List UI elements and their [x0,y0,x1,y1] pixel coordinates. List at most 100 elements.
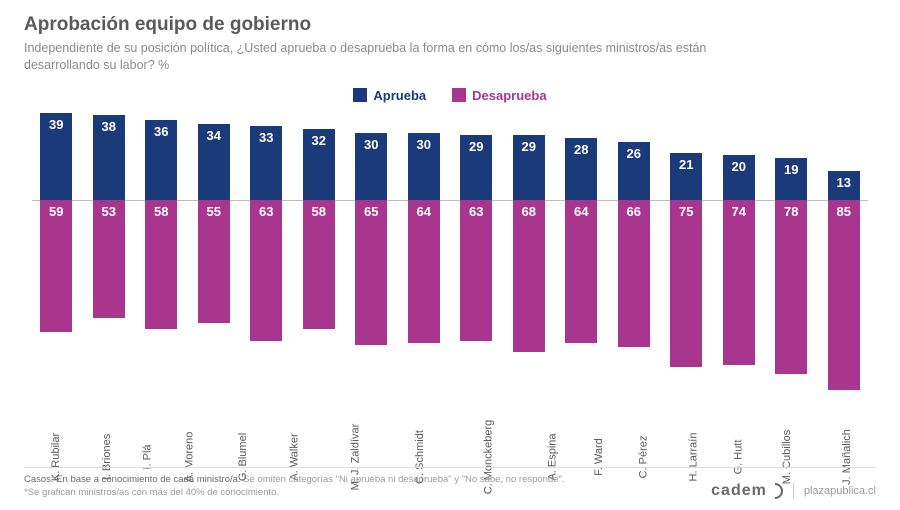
approve-bar: 26 [618,142,650,200]
approve-value: 36 [154,124,168,139]
approve-value: 29 [469,139,483,154]
approve-value: 34 [207,128,221,143]
disapprove-value: 85 [837,204,851,219]
logo-ring-icon [764,480,787,503]
chart-column: 38 53 [85,111,134,401]
disapprove-value: 65 [364,204,378,219]
chart-column: 3363 [242,111,291,401]
footnotes: Casos: En base a conocimiento de cada mi… [24,474,565,500]
disapprove-value: 75 [679,204,693,219]
page: Aprobación equipo de gobierno Independie… [0,0,900,510]
approve-value: 21 [679,157,693,172]
chart-column: 29 63 [452,111,501,401]
branding: cadem plazapublica.cl [711,482,876,500]
disapprove-value: 55 [207,204,221,219]
approve-bar: 28 [565,138,597,200]
approve-value: 30 [364,137,378,152]
disapprove-value: 63 [259,204,273,219]
approve-value: 26 [627,146,641,161]
disapprove-value: 58 [312,204,326,219]
disapprove-bar: 75 [670,200,702,367]
disapprove-bar: 74 [723,200,755,365]
chart-column: 2074 [715,111,764,401]
page-subtitle: Independiente de su posición política, ¿… [24,40,784,74]
chart-column: 13 85 [820,111,869,401]
approve-bar: 34 [198,124,230,200]
disapprove-bar: 66 [618,200,650,347]
approve-bar: 38 [93,115,125,200]
legend-approve: Aprueba [353,88,426,103]
approve-value: 29 [522,139,536,154]
disapprove-value: 64 [417,204,431,219]
page-title: Aprobación equipo de gobierno [24,14,876,36]
approve-bar: 30 [355,133,387,200]
disapprove-value: 63 [469,204,483,219]
approve-bar: 21 [670,153,702,200]
chart-column: 1978 [767,111,816,401]
approve-value: 20 [732,159,746,174]
approve-bar: 30 [408,133,440,200]
disapprove-bar: 53 [93,200,125,318]
approve-value: 30 [417,137,431,152]
approve-bar: 20 [723,155,755,200]
disapprove-bar: 63 [250,200,282,341]
cadem-logo: cadem [711,482,783,500]
chart-column: 32 58 [295,111,344,401]
chart-column: 30 64 [400,111,449,401]
approve-bar: 36 [145,120,177,200]
disapprove-bar: 59 [40,200,72,332]
legend-disapprove-label: Desaprueba [472,88,546,103]
disapprove-bar: 68 [513,200,545,352]
disapprove-value: 78 [784,204,798,219]
approve-value: 28 [574,142,588,157]
chart-column: 21 75 [662,111,711,401]
footnote-strong: Casos: En base a conocimiento de cada mi… [24,474,241,485]
disapprove-value: 66 [627,204,641,219]
disapprove-bar: 64 [408,200,440,343]
chart-column: 36 58 [137,111,186,401]
approve-value: 32 [312,133,326,148]
legend-disapprove-swatch [452,88,466,102]
approve-value: 19 [784,162,798,177]
logo-text: cadem [711,482,767,500]
disapprove-bar: 58 [303,200,335,329]
approve-bar: 39 [40,113,72,200]
legend-approve-swatch [353,88,367,102]
approve-value: 38 [102,119,116,134]
chart-column: 28 64 [557,111,606,401]
approve-bar: 29 [460,135,492,200]
footnote-line2: *Se grafican ministros/as con más del 40… [24,487,279,498]
site-text: plazapublica.cl [804,485,876,497]
diverging-bar-chart: 3959385336583455336332583065306429632968… [32,111,868,401]
approve-bar: 32 [303,129,335,200]
disapprove-bar: 58 [145,200,177,329]
disapprove-value: 59 [49,204,63,219]
disapprove-bar: 78 [775,200,807,374]
approve-value: 13 [837,175,851,190]
approve-value: 39 [49,117,63,132]
chart-column: 34 55 [190,111,239,401]
disapprove-value: 58 [154,204,168,219]
chart-column: 30 65 [347,111,396,401]
legend-disapprove: Desaprueba [452,88,546,103]
disapprove-bar: 63 [460,200,492,341]
footnote-rest: Se omiten categorías "Ni aprueba ni desa… [241,474,565,485]
disapprove-value: 53 [102,204,116,219]
chart-column: 29 68 [505,111,554,401]
approve-bar: 29 [513,135,545,200]
chart-columns: 3959385336583455336332583065306429632968… [32,111,868,401]
approve-bar: 33 [250,126,282,200]
disapprove-bar: 64 [565,200,597,343]
disapprove-bar: 85 [828,200,860,390]
legend: Aprueba Desaprueba [24,88,876,103]
disapprove-value: 74 [732,204,746,219]
approve-bar: 19 [775,158,807,200]
chart-column: 39 59 [32,111,81,401]
legend-approve-label: Aprueba [373,88,426,103]
x-label: I. Plá [141,444,153,469]
disapprove-bar: 55 [198,200,230,323]
brand-separator [793,483,794,499]
disapprove-value: 64 [574,204,588,219]
disapprove-bar: 65 [355,200,387,345]
disapprove-value: 68 [522,204,536,219]
